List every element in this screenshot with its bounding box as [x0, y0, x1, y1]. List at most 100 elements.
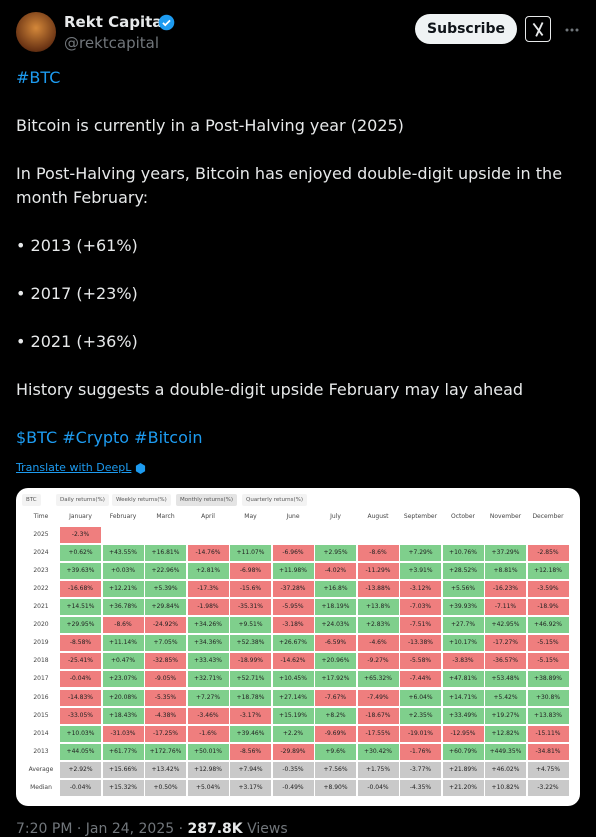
return-cell: -3.18% [272, 617, 314, 634]
return-cell: +8.90% [315, 779, 356, 796]
return-cell: +7.29% [400, 545, 441, 562]
return-cell: +7.27% [187, 689, 229, 706]
return-cell: -7.11% [485, 599, 526, 616]
return-cell: -32.85% [145, 653, 186, 670]
return-cell: +9.51% [230, 617, 271, 634]
return-cell: +20.96% [315, 653, 356, 670]
return-cell: +0.62% [60, 545, 101, 562]
return-cell: -6.98% [230, 563, 271, 580]
return-cell: -9.27% [357, 653, 399, 670]
return-cell: +30.8% [527, 689, 569, 706]
paragraph: In Post-Halving years, Bitcoin has enjoy… [16, 164, 563, 207]
return-cell: -3.12% [400, 581, 441, 598]
return-cell: +11.98% [272, 563, 314, 580]
return-cell: -5.95% [272, 599, 314, 616]
return-cell: -15.11% [527, 725, 569, 742]
return-cell: -18.67% [357, 707, 399, 724]
paragraph: History suggests a double-digit upside F… [16, 380, 524, 399]
return-cell: +21.20% [442, 779, 484, 796]
time: 7:20 PM [16, 821, 73, 837]
return-cell: +28.52% [442, 563, 484, 580]
return-cell: +29.95% [60, 617, 101, 634]
return-cell: -6.96% [272, 545, 314, 562]
return-cell: -3.83% [442, 653, 484, 670]
return-cell: -17.3% [187, 581, 229, 598]
header-cell: Time [33, 513, 49, 520]
hashtag[interactable]: #BTC [16, 68, 61, 87]
return-cell: -14.62% [272, 653, 314, 670]
row-label: Average [28, 765, 54, 773]
post-meta: 7:20 PM · Jan 24, 2025 · 287.8K Views [16, 821, 288, 837]
row-label: 2016 [33, 693, 49, 701]
header-cell: December [532, 513, 564, 520]
return-cell: +0.03% [102, 563, 144, 580]
return-cell: -0.35% [272, 761, 314, 778]
return-cell: +449.35% [485, 743, 526, 760]
return-cell: -2.85% [527, 545, 569, 562]
return-cell: +2.95% [315, 545, 356, 562]
row-label: 2018 [33, 657, 49, 665]
return-cell: -3.59% [527, 581, 569, 598]
return-cell: -14.76% [187, 545, 229, 562]
return-cell: -7.49% [357, 689, 399, 706]
return-cell: -8.56% [230, 743, 271, 760]
translate-link[interactable]: Translate with DeepL [16, 456, 576, 480]
author-handle[interactable]: @rektcapital [64, 34, 160, 52]
return-cell: -4.38% [145, 707, 186, 724]
return-cell: -15.6% [230, 581, 271, 598]
return-cell: -17.27% [485, 635, 526, 652]
return-cell: +34.36% [187, 635, 229, 652]
return-cell: +4.75% [527, 761, 569, 778]
return-cell: -33.05% [60, 707, 101, 724]
return-cell: -17.55% [357, 725, 399, 742]
return-cell: +11.07% [230, 545, 271, 562]
post-text: #BTC Bitcoin is currently in a Post-Halv… [16, 66, 576, 480]
translate-text[interactable]: Translate with DeepL [16, 461, 132, 474]
return-cell: +13.8% [357, 599, 399, 616]
row-label: 2015 [33, 711, 49, 719]
return-cell: +60.79% [442, 743, 484, 760]
return-cell: +15.19% [272, 707, 314, 724]
author-name[interactable]: Rekt Capital [64, 13, 168, 31]
return-cell: +10.03% [60, 725, 101, 742]
return-cell: +7.94% [230, 761, 271, 778]
return-cell: -0.49% [272, 779, 314, 796]
paragraph: • 2017 (+23%) [16, 284, 138, 303]
return-cell: -0.04% [60, 779, 101, 796]
return-cell: +18.78% [230, 689, 271, 706]
return-cell: -24.92% [145, 617, 186, 634]
return-cell: +9.6% [315, 743, 356, 760]
return-cell: +0.47% [102, 653, 144, 670]
paragraph: • 2021 (+36%) [16, 332, 138, 351]
grok-button[interactable] [525, 16, 551, 42]
returns-table-image[interactable]: BTC Daily returns(%) Weekly returns(%) Mont… [16, 488, 580, 806]
return-cell: +2.83% [357, 617, 399, 634]
return-cell: -37.28% [272, 581, 314, 598]
return-cell: +44.05% [60, 743, 101, 760]
return-cell: +53.48% [485, 671, 526, 688]
return-cell: +15.66% [102, 761, 144, 778]
return-cell: +27.14% [272, 689, 314, 706]
tab: BTC [22, 494, 41, 506]
more-button[interactable] [564, 22, 580, 38]
row-label: 2017 [33, 675, 49, 683]
return-cell: -0.04% [60, 671, 101, 688]
hashtags[interactable]: $BTC #Crypto #Bitcoin [16, 428, 203, 447]
header-cell: June [286, 513, 300, 520]
return-cell: +36.78% [102, 599, 144, 616]
return-cell: -8.6% [102, 617, 144, 634]
return-cell: +22.96% [145, 563, 186, 580]
return-cell: -5.15% [527, 635, 569, 652]
verified-badge [158, 14, 175, 31]
return-cell: -13.38% [400, 635, 441, 652]
return-cell: +14.71% [442, 689, 484, 706]
return-cell: +172.76% [145, 743, 186, 760]
subscribe-button[interactable]: Subscribe [415, 14, 517, 44]
return-cell: +7.56% [315, 761, 356, 778]
date: Jan 24, 2025 [85, 821, 175, 837]
header-cell: January [69, 513, 92, 520]
sep: · [76, 821, 82, 837]
return-cell: -13.88% [357, 581, 399, 598]
return-cell: +2.2% [272, 725, 314, 742]
avatar[interactable] [16, 12, 56, 52]
